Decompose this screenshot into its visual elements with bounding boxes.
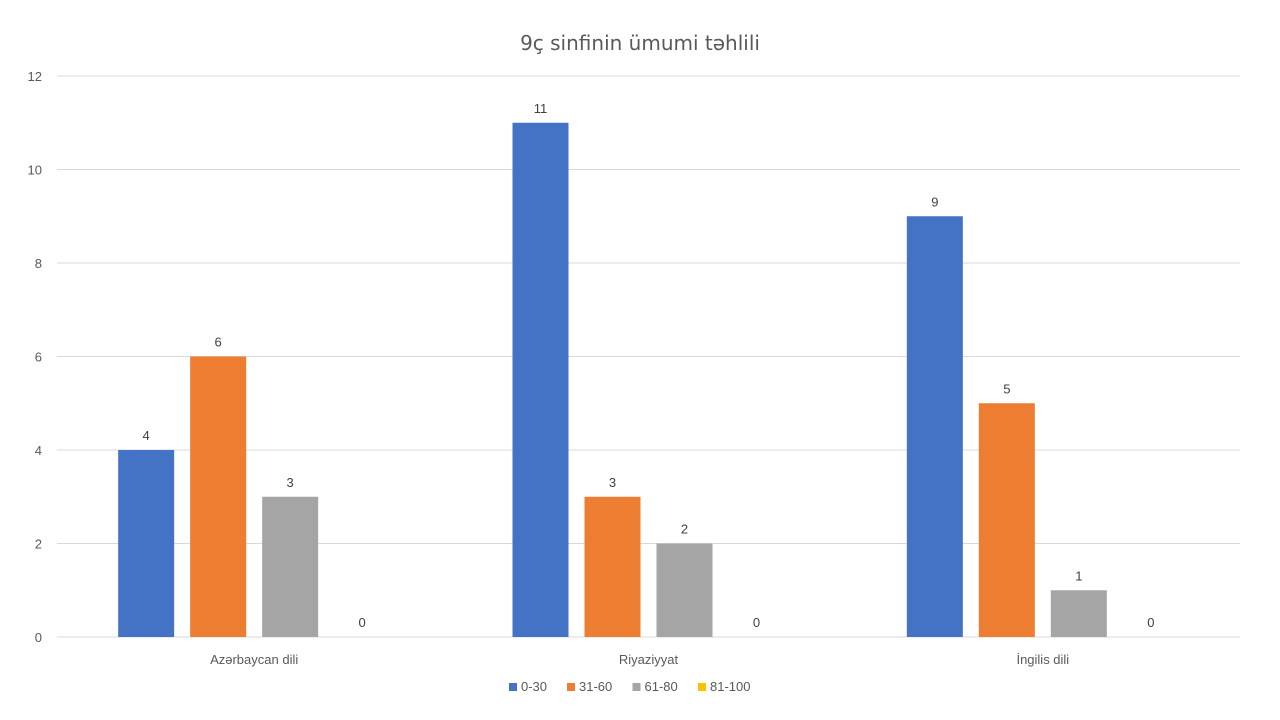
legend-swatch-31-60 xyxy=(567,683,575,691)
data-label: 6 xyxy=(215,335,222,350)
legend-swatch-0-30 xyxy=(509,683,517,691)
y-tick-label: 6 xyxy=(35,350,42,365)
data-label: 2 xyxy=(681,522,688,537)
data-label: 9 xyxy=(931,194,938,209)
data-label: 3 xyxy=(287,475,294,490)
data-label: 5 xyxy=(1003,381,1010,396)
legend-entry: 61-80 xyxy=(645,679,678,694)
x-category-label: İngilis dili xyxy=(1016,652,1069,667)
data-label: 0 xyxy=(359,615,366,630)
legend-entry: 81-100 xyxy=(710,679,750,694)
data-label: 11 xyxy=(534,101,548,116)
y-tick-label: 2 xyxy=(35,537,42,552)
bars-layer xyxy=(118,122,1107,637)
legend-swatch-61-80 xyxy=(632,683,641,691)
data-label: 0 xyxy=(1147,615,1154,630)
bar-0-30-cat-2 xyxy=(906,216,963,637)
bar-61-80-cat-1 xyxy=(656,543,713,637)
legend-swatch-81-100 xyxy=(698,683,706,691)
y-tick-label: 12 xyxy=(28,69,42,84)
y-tick-label: 10 xyxy=(28,163,42,178)
y-tick-label: 4 xyxy=(35,443,42,458)
x-category-label: Riyaziyyat xyxy=(619,652,679,667)
bar-31-60-cat-2 xyxy=(978,403,1035,637)
chart-title: 9ç sinfinin ümumi təhlili xyxy=(520,31,760,55)
y-tick-label: 0 xyxy=(35,630,42,645)
bar-0-30-cat-0 xyxy=(118,450,175,637)
legend-entry: 0-30 xyxy=(521,679,547,694)
legend: 0-30 31-60 61-80 81-100 xyxy=(509,679,750,694)
bar-31-60-cat-1 xyxy=(584,496,641,637)
x-category-label: Azərbaycan dili xyxy=(210,652,298,667)
bar-0-30-cat-1 xyxy=(512,122,569,637)
bar-61-80-cat-2 xyxy=(1050,590,1107,637)
bar-31-60-cat-0 xyxy=(190,356,247,637)
data-label: 1 xyxy=(1075,568,1082,583)
bar-61-80-cat-0 xyxy=(262,496,319,637)
data-label: 4 xyxy=(143,428,150,443)
data-label: 3 xyxy=(609,475,616,490)
data-label: 0 xyxy=(753,615,760,630)
y-tick-label: 8 xyxy=(35,256,42,271)
x-axis: Azərbaycan dili Riyaziyyat İngilis dili xyxy=(210,652,1069,667)
data-labels-layer: 4 6 3 0 11 3 2 0 9 5 1 0 xyxy=(143,101,1155,630)
legend-entry: 31-60 xyxy=(579,679,612,694)
